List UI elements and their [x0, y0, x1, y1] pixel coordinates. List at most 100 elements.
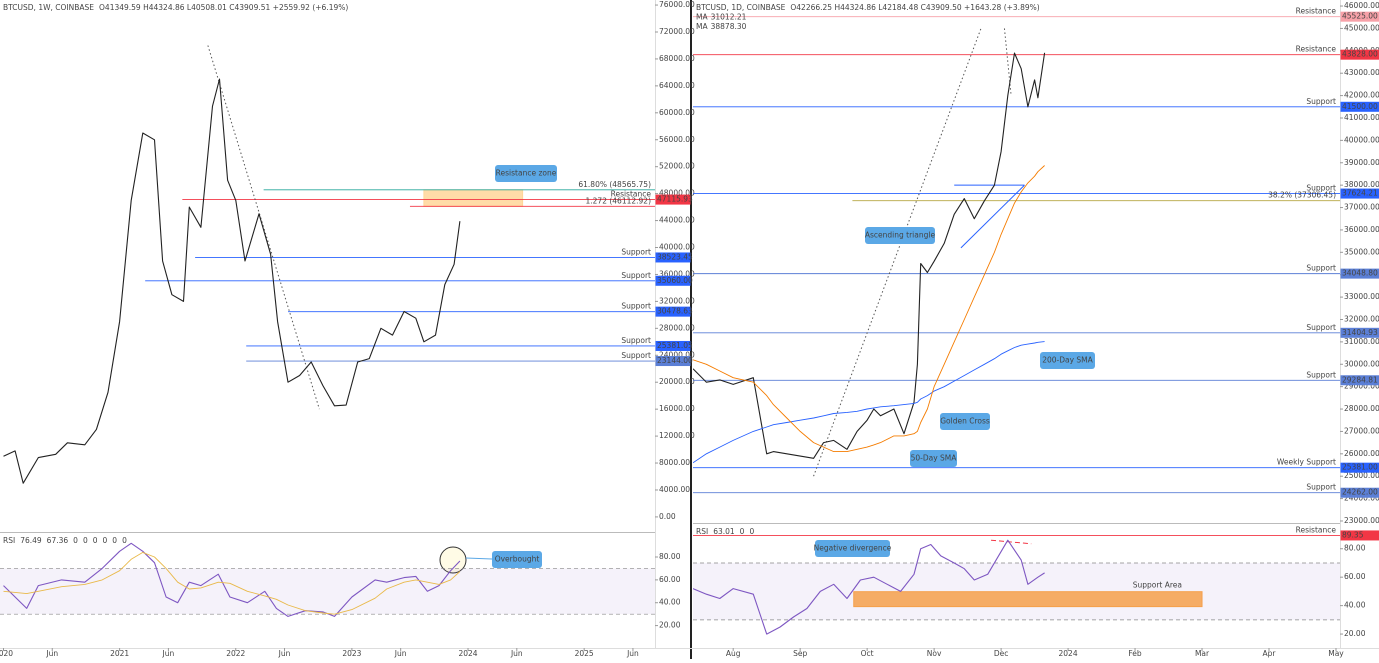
y-tick-label: 12000.00	[659, 431, 695, 440]
header-text: RSI	[3, 536, 15, 545]
level-label: Support	[1306, 483, 1336, 492]
x-tick-label: Dec	[994, 649, 1009, 658]
x-tick-label: 2023	[342, 649, 361, 658]
y-tick-label: 0.00	[659, 512, 676, 521]
level-label: Support	[1306, 97, 1336, 106]
series-line	[693, 53, 1045, 459]
x-tick-label: Jun	[510, 649, 523, 658]
header-text: 67.36	[47, 536, 69, 545]
y-tick-label: 60.00	[1344, 572, 1366, 581]
x-tick-label: Jun	[162, 649, 175, 658]
y-tick-label: 80.00	[1344, 544, 1366, 553]
level-label: 1.272 (46112.92)	[586, 196, 652, 205]
header-text: 0	[112, 536, 117, 545]
y-tick-label: 52000.00	[659, 162, 695, 171]
callout-text: Overbought	[495, 555, 540, 564]
y-tick-label: 60.00	[659, 575, 681, 584]
series-line	[693, 342, 1045, 463]
y-tick-label: 41000.00	[1344, 113, 1379, 122]
trendline	[814, 28, 981, 476]
zone	[854, 592, 1202, 607]
y-tick-label: 64000.00	[659, 81, 695, 90]
y-tick-label: 27000.00	[1344, 426, 1379, 435]
pane	[0, 543, 655, 616]
y-tick-label: 44000.00	[659, 216, 695, 225]
level-label: Resistance	[1296, 7, 1337, 16]
y-tick-label: 20.00	[1344, 629, 1366, 638]
level-label: Support	[621, 351, 651, 360]
price-tag-label: 34048.80	[1342, 269, 1378, 278]
x-tick-label: May	[1328, 649, 1344, 658]
x-tick-label: 2021	[110, 649, 129, 658]
callout-text: 200-Day SMA	[1042, 356, 1093, 365]
trendline	[208, 45, 319, 409]
level-label: Resistance	[1296, 525, 1337, 534]
trendline	[1004, 28, 1011, 95]
level-label: Weekly Support	[1277, 458, 1336, 467]
y-tick-label: 31000.00	[1344, 337, 1379, 346]
level-label: Support	[621, 302, 651, 311]
y-tick-label: 23000.00	[1344, 516, 1379, 525]
price-tag-label: 31404.93	[1342, 328, 1378, 337]
level-label: Support	[1306, 323, 1336, 332]
y-tick-label: 46000.00	[1344, 1, 1379, 10]
price-tag-label: 43828.00	[1342, 50, 1378, 59]
x-tick-label: 2024	[458, 649, 477, 658]
header-text: 0	[83, 536, 88, 545]
x-tick-label: Oct	[861, 649, 874, 658]
y-tick-label: 76000.00	[659, 0, 695, 9]
y-tick-label: 20000.00	[659, 377, 695, 386]
y-tick-label: 4000.00	[659, 485, 690, 494]
y-tick-label: 30000.00	[1344, 359, 1379, 368]
header-text: 63.01	[713, 527, 735, 536]
legend-value: 38878.30	[711, 22, 747, 31]
price-tag-label: 41500.00	[1342, 102, 1378, 111]
header-text: BTCUSD, 1D, COINBASE	[696, 3, 786, 12]
trendline	[961, 185, 1025, 248]
y-tick-label: 40000.00	[659, 243, 695, 252]
y-tick-label: 26000.00	[1344, 449, 1379, 458]
level-label: 61.80% (48565.75)	[578, 180, 651, 189]
x-tick-label: 2024	[1059, 649, 1078, 658]
level-label: 38.2% (37306.45)	[1268, 191, 1336, 200]
level-label: Resistance	[1296, 45, 1337, 54]
trendline	[991, 540, 1031, 544]
header-text: 0	[740, 527, 745, 536]
header-text: O41349.59 H44324.86 L40508.01 C43909.51 …	[99, 3, 348, 12]
level-label: Support	[1306, 264, 1336, 273]
y-tick-label: 20.00	[659, 621, 681, 630]
y-tick-label: 43000.00	[1344, 68, 1379, 77]
zone	[424, 190, 523, 207]
price-tag-label: 89.35	[1342, 530, 1364, 539]
y-tick-label: 40.00	[659, 598, 681, 607]
callout-pointer	[466, 558, 492, 559]
y-tick-label: 32000.00	[1344, 314, 1379, 323]
pane	[693, 535, 1340, 634]
y-tick-label: 36000.00	[1344, 225, 1379, 234]
header-text: 0	[122, 536, 127, 545]
y-tick-label: 37000.00	[1344, 203, 1379, 212]
header-text: 0	[93, 536, 98, 545]
legend-name: MA	[696, 13, 708, 22]
level-label: Support	[621, 336, 651, 345]
x-tick-label: Nov	[927, 649, 942, 658]
y-tick-label: 45000.00	[1344, 23, 1379, 32]
level-label: Support	[1306, 370, 1336, 379]
y-tick-label: 72000.00	[659, 27, 695, 36]
price-tag-label: 45525.00	[1342, 12, 1378, 21]
callout-text: Ascending triangle	[865, 231, 936, 240]
level-label: Support	[621, 247, 651, 256]
x-tick-label: Sep	[793, 649, 807, 658]
price-tag-label: 30478.63	[657, 307, 693, 316]
header-text: BTCUSD, 1W, COINBASE	[3, 3, 94, 12]
x-tick-label: Feb	[1128, 649, 1142, 658]
x-tick-label: Aug	[726, 649, 741, 658]
y-tick-label: 68000.00	[659, 54, 695, 63]
y-tick-label: 40000.00	[1344, 135, 1379, 144]
header-text: RSI	[696, 527, 708, 536]
y-tick-label: 40.00	[1344, 601, 1366, 610]
header-text: 0	[749, 527, 754, 536]
rsi-band-fill	[0, 568, 655, 614]
header-text: 0	[103, 536, 108, 545]
